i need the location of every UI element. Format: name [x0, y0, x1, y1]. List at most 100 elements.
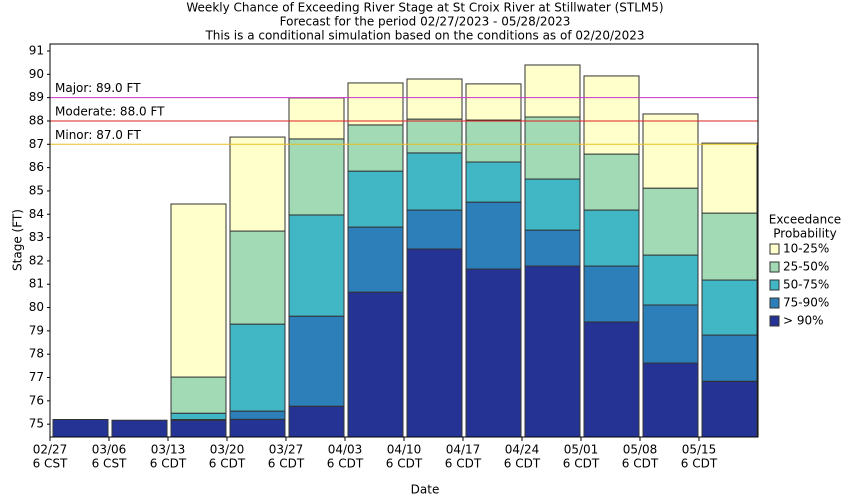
bar-segment	[524, 229, 581, 267]
bar-segment	[583, 321, 640, 438]
x-tick-time: 6 CST	[33, 457, 68, 471]
bar-segment	[229, 136, 286, 232]
bar-segment	[583, 153, 640, 211]
y-tick-label: 79	[29, 323, 44, 337]
x-tick-time: 6 CDT	[445, 457, 482, 471]
x-tick-label: 05/01	[564, 443, 599, 457]
bar-segment	[229, 410, 286, 420]
y-tick-label: 88	[29, 113, 44, 127]
bar-segment	[111, 419, 168, 438]
y-tick-label: 76	[29, 393, 44, 407]
x-tick-label: 03/20	[210, 443, 245, 457]
y-tick-label: 80	[29, 300, 44, 314]
bar-segment	[406, 152, 463, 211]
y-tick-label: 77	[29, 370, 44, 384]
plot-frame	[49, 43, 759, 438]
y-tick-label: 75	[29, 417, 44, 431]
legend-swatch	[769, 243, 780, 255]
bar-segment	[288, 405, 345, 438]
bar-segment	[701, 212, 758, 281]
bar-segment	[288, 97, 345, 140]
bar-segment	[288, 214, 345, 317]
bar-segment	[642, 362, 699, 438]
threshold-label: Moderate: 88.0 FT	[55, 104, 165, 118]
chart-title: Weekly Chance of Exceeding River Stage a…	[186, 1, 663, 15]
bar-segment	[583, 265, 640, 323]
bar-segment	[701, 279, 758, 336]
bar-segment	[465, 201, 522, 270]
bar-segment	[701, 142, 758, 214]
x-tick-label: 05/15	[682, 443, 717, 457]
bar-segment	[583, 75, 640, 155]
bar-segment	[170, 203, 227, 378]
x-tick-label: 02/27	[33, 443, 68, 457]
legend-title: Exceedance	[769, 213, 841, 227]
y-tick-label: 78	[29, 347, 44, 361]
bar-segment	[642, 187, 699, 256]
bar-segment	[465, 161, 522, 203]
bar-segment	[524, 64, 581, 118]
y-tick-label: 90	[29, 67, 44, 81]
bar-segment	[524, 265, 581, 438]
x-tick-time: 6 CDT	[150, 457, 187, 471]
x-tick-time: 6 CDT	[622, 457, 659, 471]
x-tick-time: 6 CST	[92, 457, 127, 471]
legend-swatch	[769, 297, 780, 309]
y-tick-label: 89	[29, 90, 44, 104]
x-tick-label: 04/10	[387, 443, 422, 457]
legend-label: 10-25%	[783, 242, 829, 256]
x-tick-label: 04/03	[328, 443, 363, 457]
y-tick-label: 83	[29, 230, 44, 244]
bar-segment	[406, 118, 463, 154]
bar-segment	[406, 248, 463, 438]
bar-segment	[642, 304, 699, 364]
x-axis-label: Date	[411, 483, 440, 497]
bar-segment	[642, 254, 699, 306]
bar-segment	[347, 124, 404, 172]
bar-segment	[170, 376, 227, 414]
x-tick-time: 6 CDT	[504, 457, 541, 471]
legend-label: 50-75%	[783, 278, 829, 292]
chart-title: This is a conditional simulation based o…	[204, 29, 644, 43]
bar-segment	[288, 138, 345, 216]
y-tick-label: 86	[29, 160, 44, 174]
bar-segment	[465, 83, 522, 121]
y-axis-label: Stage (FT)	[11, 209, 25, 271]
bar-segment	[170, 419, 227, 438]
x-tick-label: 03/06	[92, 443, 127, 457]
bar-segment	[52, 419, 109, 438]
legend-title: Probability	[773, 227, 836, 241]
y-tick-label: 87	[29, 137, 44, 151]
legend-label: 75-90%	[783, 296, 829, 310]
bar-segment	[347, 82, 404, 126]
bar-segment	[170, 412, 227, 421]
y-tick-label: 81	[29, 277, 44, 291]
bar-segment	[701, 334, 758, 382]
bar-segment	[229, 418, 286, 438]
bar-segment	[701, 380, 758, 438]
bar-segment	[406, 209, 463, 250]
bar-segment	[406, 78, 463, 120]
y-tick-label: 84	[29, 207, 44, 221]
bar-segment	[229, 230, 286, 325]
bar-segment	[524, 178, 581, 231]
x-tick-time: 6 CDT	[209, 457, 246, 471]
x-tick-label: 03/27	[269, 443, 304, 457]
x-tick-label: 04/24	[505, 443, 540, 457]
bar-segment	[583, 209, 640, 267]
chart-title: Forecast for the period 02/27/2023 - 05/…	[280, 15, 571, 29]
threshold-label: Minor: 87.0 FT	[55, 128, 141, 142]
y-tick-label: 82	[29, 253, 44, 267]
x-tick-time: 6 CDT	[268, 457, 305, 471]
legend-label: 25-50%	[783, 260, 829, 274]
bar-segment	[524, 116, 581, 180]
legend-swatch	[769, 261, 780, 273]
x-tick-time: 6 CDT	[681, 457, 718, 471]
bar-segment	[347, 226, 404, 293]
x-tick-time: 6 CDT	[327, 457, 364, 471]
bar-segment	[347, 170, 404, 228]
x-tick-label: 04/17	[446, 443, 481, 457]
y-tick-label: 91	[29, 43, 44, 57]
legend-swatch	[769, 279, 780, 291]
